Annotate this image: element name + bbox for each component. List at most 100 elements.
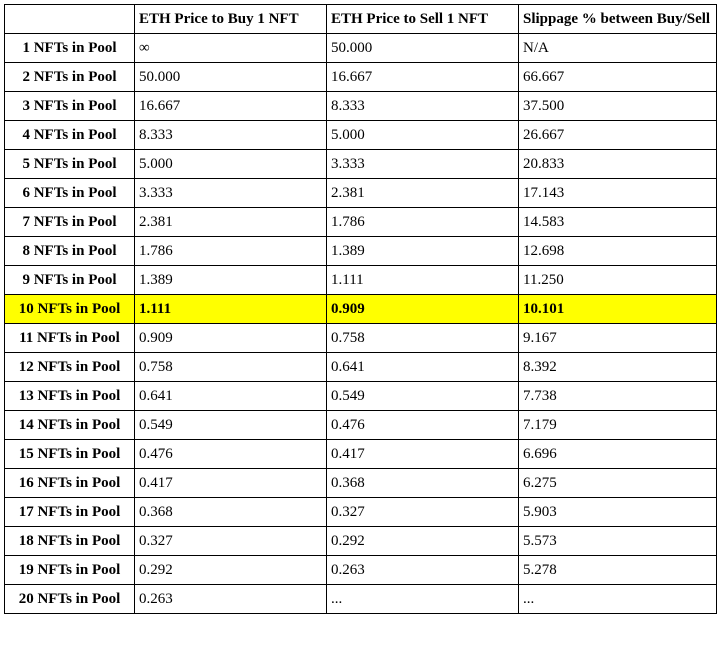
cell-buy: 1.111 — [135, 295, 327, 324]
cell-sell: 0.368 — [327, 469, 519, 498]
row-label: 10 NFTs in Pool — [5, 295, 135, 324]
table-row: 7 NFTs in Pool2.3811.78614.583 — [5, 208, 717, 237]
cell-sell: 16.667 — [327, 63, 519, 92]
cell-buy: 0.263 — [135, 585, 327, 614]
cell-buy: 1.786 — [135, 237, 327, 266]
cell-slippage: 20.833 — [519, 150, 717, 179]
cell-slippage: 5.573 — [519, 527, 717, 556]
table-row: 4 NFTs in Pool8.3335.00026.667 — [5, 121, 717, 150]
col-header-slippage: Slippage % between Buy/Sell — [519, 5, 717, 34]
row-label: 15 NFTs in Pool — [5, 440, 135, 469]
cell-sell: ... — [327, 585, 519, 614]
cell-sell: 0.758 — [327, 324, 519, 353]
cell-buy: 5.000 — [135, 150, 327, 179]
table-header: ETH Price to Buy 1 NFT ETH Price to Sell… — [5, 5, 717, 34]
table-row: 18 NFTs in Pool0.3270.2925.573 — [5, 527, 717, 556]
cell-slippage: 7.738 — [519, 382, 717, 411]
cell-sell: 8.333 — [327, 92, 519, 121]
table-row: 11 NFTs in Pool0.9090.7589.167 — [5, 324, 717, 353]
cell-slippage: 6.696 — [519, 440, 717, 469]
cell-slippage: 11.250 — [519, 266, 717, 295]
table-row: 14 NFTs in Pool0.5490.4767.179 — [5, 411, 717, 440]
table-body: 1 NFTs in Pool∞50.000N/A2 NFTs in Pool50… — [5, 34, 717, 614]
table-row: 19 NFTs in Pool0.2920.2635.278 — [5, 556, 717, 585]
cell-slippage: 17.143 — [519, 179, 717, 208]
cell-sell: 1.111 — [327, 266, 519, 295]
cell-sell: 0.292 — [327, 527, 519, 556]
cell-slippage: 66.667 — [519, 63, 717, 92]
table-row: 8 NFTs in Pool1.7861.38912.698 — [5, 237, 717, 266]
table-row: 17 NFTs in Pool0.3680.3275.903 — [5, 498, 717, 527]
row-label: 6 NFTs in Pool — [5, 179, 135, 208]
table-row: 1 NFTs in Pool∞50.000N/A — [5, 34, 717, 63]
row-label: 13 NFTs in Pool — [5, 382, 135, 411]
row-label: 7 NFTs in Pool — [5, 208, 135, 237]
cell-sell: 0.549 — [327, 382, 519, 411]
col-header-sell: ETH Price to Sell 1 NFT — [327, 5, 519, 34]
table-row: 9 NFTs in Pool1.3891.11111.250 — [5, 266, 717, 295]
cell-sell: 3.333 — [327, 150, 519, 179]
row-label: 19 NFTs in Pool — [5, 556, 135, 585]
table-row: 12 NFTs in Pool0.7580.6418.392 — [5, 353, 717, 382]
cell-buy: 0.549 — [135, 411, 327, 440]
cell-buy: 16.667 — [135, 92, 327, 121]
cell-slippage: 14.583 — [519, 208, 717, 237]
row-label: 1 NFTs in Pool — [5, 34, 135, 63]
cell-sell: 0.641 — [327, 353, 519, 382]
cell-sell: 2.381 — [327, 179, 519, 208]
col-header-buy: ETH Price to Buy 1 NFT — [135, 5, 327, 34]
cell-buy: 0.758 — [135, 353, 327, 382]
row-label: 11 NFTs in Pool — [5, 324, 135, 353]
cell-slippage: 37.500 — [519, 92, 717, 121]
cell-slippage: 6.275 — [519, 469, 717, 498]
cell-sell: 50.000 — [327, 34, 519, 63]
cell-sell: 1.786 — [327, 208, 519, 237]
cell-buy: 1.389 — [135, 266, 327, 295]
cell-sell: 1.389 — [327, 237, 519, 266]
cell-slippage: 7.179 — [519, 411, 717, 440]
cell-buy: 0.327 — [135, 527, 327, 556]
cell-slippage: 12.698 — [519, 237, 717, 266]
cell-sell: 0.417 — [327, 440, 519, 469]
row-label: 3 NFTs in Pool — [5, 92, 135, 121]
cell-buy: 3.333 — [135, 179, 327, 208]
cell-slippage: 5.903 — [519, 498, 717, 527]
cell-slippage: 10.101 — [519, 295, 717, 324]
cell-buy: 0.368 — [135, 498, 327, 527]
cell-buy: 50.000 — [135, 63, 327, 92]
row-label: 16 NFTs in Pool — [5, 469, 135, 498]
row-label: 20 NFTs in Pool — [5, 585, 135, 614]
table-row: 10 NFTs in Pool1.1110.90910.101 — [5, 295, 717, 324]
cell-buy: 0.417 — [135, 469, 327, 498]
row-label: 4 NFTs in Pool — [5, 121, 135, 150]
cell-sell: 0.476 — [327, 411, 519, 440]
cell-sell: 0.263 — [327, 556, 519, 585]
cell-slippage: ... — [519, 585, 717, 614]
table-row: 5 NFTs in Pool5.0003.33320.833 — [5, 150, 717, 179]
cell-slippage: 26.667 — [519, 121, 717, 150]
cell-buy: 0.476 — [135, 440, 327, 469]
col-header-empty — [5, 5, 135, 34]
row-label: 14 NFTs in Pool — [5, 411, 135, 440]
table-row: 13 NFTs in Pool0.6410.5497.738 — [5, 382, 717, 411]
table-row: 3 NFTs in Pool16.6678.33337.500 — [5, 92, 717, 121]
cell-buy: 8.333 — [135, 121, 327, 150]
table-row: 20 NFTs in Pool0.263...... — [5, 585, 717, 614]
row-label: 12 NFTs in Pool — [5, 353, 135, 382]
cell-sell: 0.327 — [327, 498, 519, 527]
cell-slippage: 5.278 — [519, 556, 717, 585]
cell-sell: 5.000 — [327, 121, 519, 150]
row-label: 5 NFTs in Pool — [5, 150, 135, 179]
row-label: 17 NFTs in Pool — [5, 498, 135, 527]
cell-buy: 0.909 — [135, 324, 327, 353]
nft-pool-table: ETH Price to Buy 1 NFT ETH Price to Sell… — [4, 4, 717, 614]
table-row: 15 NFTs in Pool0.4760.4176.696 — [5, 440, 717, 469]
row-label: 8 NFTs in Pool — [5, 237, 135, 266]
table-row: 6 NFTs in Pool3.3332.38117.143 — [5, 179, 717, 208]
row-label: 9 NFTs in Pool — [5, 266, 135, 295]
cell-slippage: 9.167 — [519, 324, 717, 353]
cell-sell: 0.909 — [327, 295, 519, 324]
cell-buy: 0.641 — [135, 382, 327, 411]
cell-slippage: 8.392 — [519, 353, 717, 382]
cell-buy: ∞ — [135, 34, 327, 63]
